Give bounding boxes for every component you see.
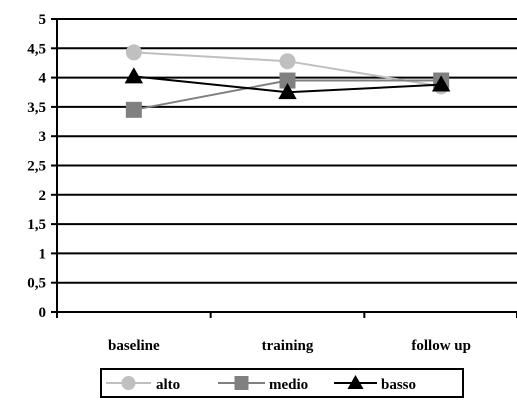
x-tick-label: follow up	[411, 338, 471, 354]
marker-triangle	[347, 374, 364, 390]
y-tick-label: 3,5	[27, 100, 46, 116]
y-tick-label: 0	[39, 305, 47, 321]
y-axis-ticks: 0 0,5 1 1,5 2 2,5 3 3,5 4 4,5 5	[27, 12, 57, 321]
x-tick-label: baseline	[108, 338, 160, 354]
y-tick-label: 3	[39, 129, 47, 145]
y-tick-label: 4,5	[27, 41, 46, 57]
x-axis-ticks: baseline training follow up	[56, 312, 517, 354]
marker-circle	[121, 376, 136, 390]
legend-item-medio: medio	[218, 376, 308, 393]
marker-square	[125, 101, 142, 118]
legend-label: medio	[269, 377, 308, 393]
y-tick-label: 4	[39, 71, 47, 87]
marker-square	[234, 376, 249, 390]
marker-circle	[125, 44, 142, 61]
legend-label: alto	[156, 377, 180, 393]
legend-item-basso: basso	[334, 374, 416, 393]
marker-triangle	[431, 75, 451, 92]
legend-item-alto: alto	[106, 376, 180, 393]
marker-square	[279, 72, 296, 89]
series-group	[124, 44, 451, 118]
series-basso	[124, 67, 451, 100]
y-tick-label: 1	[39, 246, 47, 262]
y-tick-label: 0,5	[27, 276, 46, 292]
legend-box	[100, 368, 464, 398]
x-tick-label: training	[262, 338, 314, 354]
marker-triangle	[278, 83, 297, 100]
marker-triangle	[124, 67, 144, 84]
y-tick-label: 2	[39, 188, 47, 204]
y-tick-label: 1,5	[27, 217, 46, 233]
legend-label: basso	[381, 377, 416, 393]
marker-circle	[279, 53, 296, 70]
y-tick-label: 2,5	[27, 159, 46, 175]
y-tick-label: 5	[39, 12, 47, 28]
legend: alto medio basso	[100, 368, 464, 398]
axes	[56, 19, 517, 313]
